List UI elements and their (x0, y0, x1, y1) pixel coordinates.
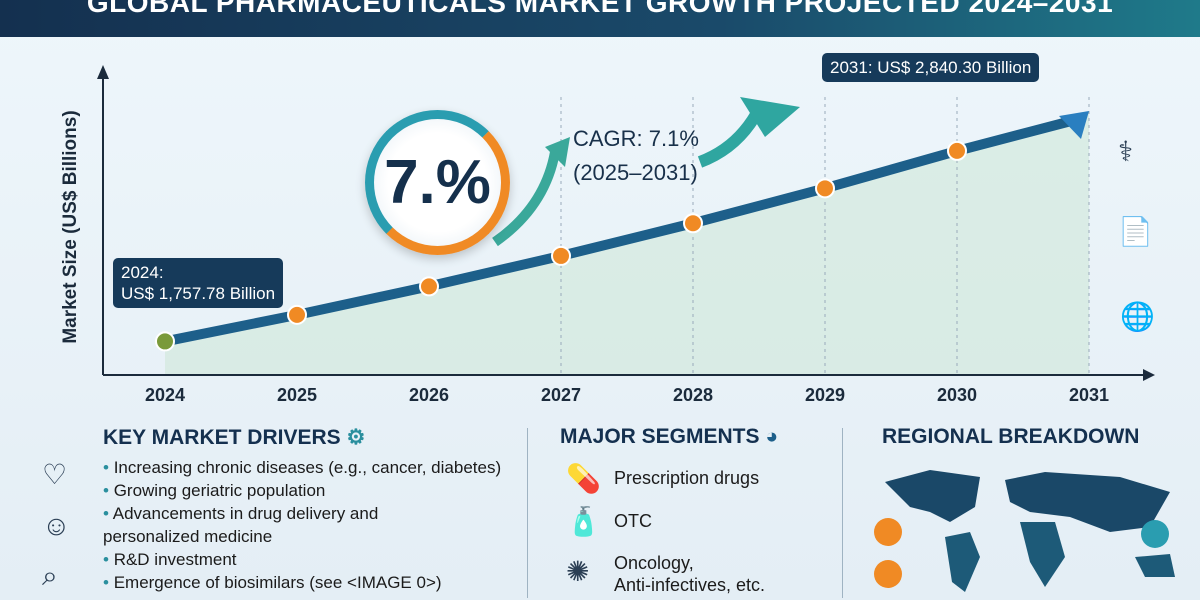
location-pin-icon (874, 518, 902, 546)
data-point (287, 304, 307, 325)
driver-item: Increasing chronic diseases (e.g., cance… (103, 456, 501, 479)
x-tick-label: 2027 (541, 385, 581, 405)
cagr-value: CAGR: 7.1% (573, 126, 699, 151)
pill-bottle-icon: 💊 (566, 463, 601, 494)
segment-item: Anti-infectives, etc. (614, 575, 766, 595)
line-chart: Market Size (US$ Billions) 2024 2025 2026 20… (60, 65, 1155, 405)
regional-title: REGIONAL BREAKDOWN (882, 425, 1140, 448)
segment-item: Prescription drugs (614, 468, 760, 488)
start-callout: 2024: US$ 1,757.78 Billion (113, 258, 284, 308)
driver-item: Growing geriatric population (103, 479, 501, 502)
data-point (683, 213, 703, 234)
segment-item: Oncology, (614, 553, 694, 573)
driver-item: R&D investment (103, 548, 501, 571)
medicine-bottle-icon: 🧴 (566, 506, 601, 537)
magnifier-icon: ⌕ (42, 560, 58, 591)
key-market-drivers: KEY MARKET DRIVERS ⚙ Increasing chronic … (103, 425, 501, 594)
series-line (160, 113, 1084, 347)
brain-icon: ☺ (42, 510, 71, 541)
divider (842, 428, 843, 598)
brain-pin-icon (1141, 520, 1169, 548)
cagr-arrow-head (545, 137, 570, 167)
end-callout: 2031: US$ 2,840.30 Billion (822, 53, 1040, 82)
segment-item: OTC (614, 511, 652, 531)
y-axis-label: Market Size (US$ Billions) (60, 110, 81, 343)
major-segments: MAJOR SEGMENTS ◕ (560, 425, 778, 455)
x-tick-label: 2031 (1069, 385, 1109, 405)
start-value: US$ 1,757.78 Billion (121, 284, 276, 303)
cagr-arrow-2 (697, 104, 766, 168)
x-axis-arrow (1143, 369, 1155, 381)
cagr-badge: 7.% (365, 110, 510, 255)
title-banner: GLOBAL PHARMACEUTICALS MARKET GROWTH PRO… (0, 0, 1200, 37)
x-tick-label: 2029 (805, 385, 845, 405)
segments-title: MAJOR SEGMENTS (560, 425, 760, 448)
drivers-title: KEY MARKET DRIVERS (103, 426, 341, 449)
regional-breakdown: REGIONAL BREAKDOWN (882, 425, 1139, 455)
data-point (947, 140, 967, 161)
data-point (419, 276, 439, 297)
heart-hand-icon: ♡ (42, 459, 68, 490)
doctor-icon: ⚕ (1118, 136, 1134, 167)
cagr-period: (2025–2031) (573, 160, 698, 185)
x-tick-label: 2026 (409, 385, 449, 405)
data-point (155, 331, 175, 352)
x-tick-label: 2024 (145, 385, 185, 405)
divider (527, 428, 528, 598)
virus-icon: ✺ (566, 556, 590, 587)
start-year: 2024: (121, 263, 164, 282)
driver-item: Emergence of biosimilars (see <IMAGE 0>) (103, 571, 501, 594)
world-map (874, 470, 1175, 592)
globe-icon: 🌐 (1120, 301, 1155, 332)
arrow-head (1059, 110, 1089, 139)
x-tick-label: 2028 (673, 385, 713, 405)
cagr-arrow-2-head (740, 97, 800, 137)
gear-icon: ⚙ (346, 426, 366, 449)
cagr-label: CAGR: 7.1% (2025–2031) (573, 122, 699, 190)
x-tick-label: 2030 (937, 385, 977, 405)
pie-chart-icon: ◕ (765, 425, 779, 448)
driver-item: Advancements in drug delivery and person… (103, 502, 423, 548)
cagr-arrow (492, 151, 560, 247)
y-axis-arrow (97, 65, 109, 79)
globe-pin-icon (874, 560, 902, 588)
x-tick-label: 2025 (277, 385, 317, 405)
document-pill-icon: 📄 (1118, 216, 1153, 247)
data-point (815, 178, 835, 199)
data-point (551, 245, 571, 266)
page-title: GLOBAL PHARMACEUTICALS MARKET GROWTH PRO… (86, 0, 1114, 18)
